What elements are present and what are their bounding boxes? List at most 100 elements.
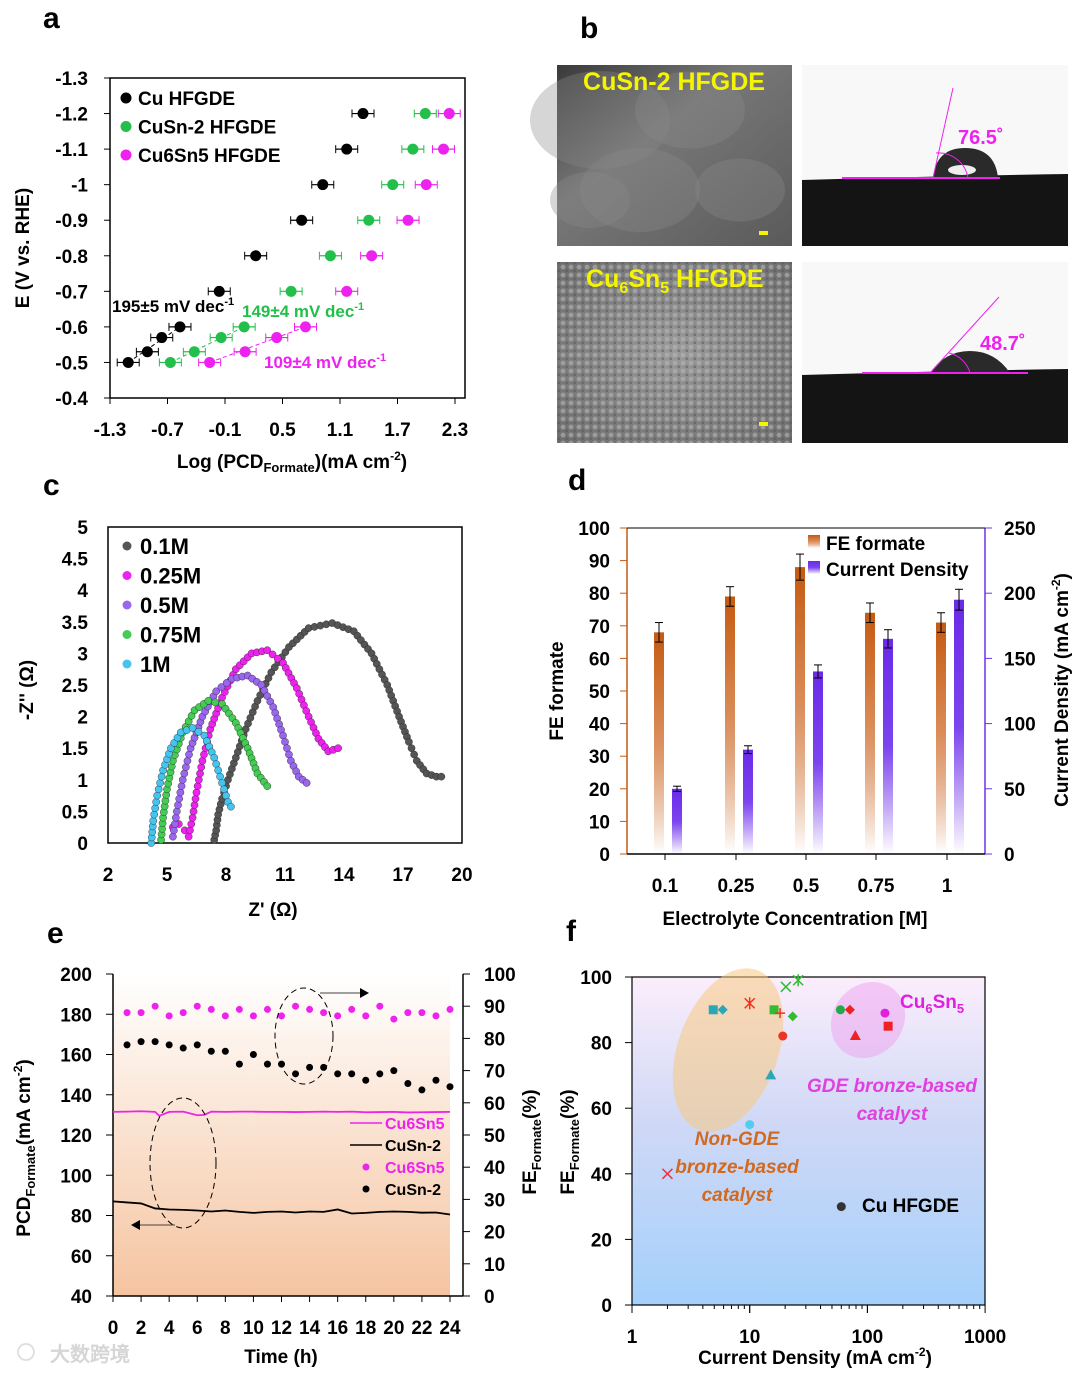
bar-current-density (813, 671, 823, 854)
nyquist-point (170, 826, 178, 835)
fe-point (306, 1063, 314, 1071)
nyquist-point (192, 788, 201, 797)
data-point (341, 143, 353, 155)
plot-area-e (113, 974, 450, 1296)
data-point (122, 356, 134, 368)
ytick-label-e: 80 (71, 1207, 92, 1228)
xtick-label-e: 6 (192, 1318, 203, 1339)
fe-point (348, 1070, 356, 1078)
nyquist-point (188, 724, 197, 732)
xlabel-a-tail: )(mA cm (315, 452, 390, 473)
legend-label: 1M (140, 652, 171, 677)
fe-point (376, 1070, 384, 1078)
sup: -2 (915, 1345, 926, 1359)
y2tick-label-e: 80 (484, 1029, 505, 1050)
y2tick-label-e: 10 (484, 1255, 505, 1276)
nyquist-point (152, 798, 160, 806)
data-point (215, 332, 227, 344)
nyquist-point (334, 744, 342, 753)
nyquist-point (216, 772, 224, 781)
data-point (213, 285, 225, 297)
nyquist-point (174, 801, 182, 809)
ytick-label-d: 10 (589, 812, 610, 833)
ytick-label-a: -1.1 (55, 140, 88, 161)
fe-point (404, 1009, 412, 1017)
grain-shape (695, 158, 785, 222)
data-point (366, 250, 378, 262)
angle-arc (935, 152, 969, 179)
legend-marker (122, 541, 132, 551)
ytick-label-e: 120 (60, 1126, 92, 1147)
y2tick-label-e: 100 (484, 965, 516, 986)
ylabel-d: FE formate (547, 641, 568, 740)
xtick-label-e: 24 (439, 1318, 461, 1339)
tangent-line (929, 296, 1000, 374)
ytick-label-a: -0.9 (55, 211, 88, 232)
nyquist-point (410, 750, 418, 759)
tafel-sup: -1 (354, 301, 364, 313)
bar-current-density (954, 599, 964, 854)
xtick-label-e: 2 (136, 1318, 147, 1339)
bar-fe-formate (936, 622, 946, 854)
ytick-label-c: 2.5 (62, 676, 89, 697)
nyquist-point (268, 650, 277, 659)
nyquist-point (281, 738, 289, 746)
ytick-label-c: 3.5 (62, 613, 89, 634)
nyquist-point (177, 782, 186, 790)
xtick-label-d: 0.5 (793, 876, 820, 897)
data-point (204, 356, 216, 368)
data-point (317, 179, 329, 191)
tafel-slope-label: 149±4 mV dec-1 (242, 301, 364, 321)
ytick-label-f: 100 (580, 968, 612, 989)
fe-point (221, 1047, 229, 1055)
xtick-label-c: 11 (275, 865, 296, 886)
pcd-line (112, 1200, 451, 1216)
tail: (%) (520, 1089, 541, 1119)
tail: HFGDE (669, 265, 763, 293)
data-point (443, 108, 455, 120)
legend-marker (120, 121, 132, 132)
tafel-slope-label: 195±5 mV dec-1 (112, 296, 234, 316)
tafel-sup: -1 (224, 296, 234, 308)
bar-fe-formate (865, 612, 875, 854)
data-point-diamond (844, 1004, 855, 1015)
ytick-label-c: 4.5 (62, 550, 89, 571)
mid: Sn (933, 992, 957, 1013)
ytick-label-e: 200 (60, 965, 92, 986)
xtick-label-e: 16 (327, 1318, 348, 1339)
nyquist-point (204, 697, 213, 705)
mid: Sn (628, 265, 660, 293)
nyquist-point (195, 776, 203, 784)
grain-shape (530, 71, 670, 169)
legend-swatch (808, 561, 820, 574)
fe-point (151, 1038, 159, 1046)
xtick-label-f: 1 (627, 1327, 638, 1348)
nyquist-point (197, 763, 206, 771)
nyquist-point (149, 817, 158, 825)
ytick-label-e: 160 (60, 1046, 92, 1067)
nyquist-point (176, 788, 185, 797)
droplet-highlight (948, 165, 976, 175)
fe-point (348, 1005, 356, 1013)
nyquist-point (220, 785, 228, 794)
data-point-x (661, 1168, 673, 1180)
xtick-label-e: 12 (271, 1318, 292, 1339)
nyquist-point (196, 769, 204, 778)
xtick-label-d: 0.75 (858, 876, 895, 897)
xtick-label-d: 0.1 (652, 876, 679, 897)
fe-point (263, 1005, 271, 1013)
legend-marker (122, 600, 132, 610)
fe-point (123, 1041, 131, 1049)
legend-label: 0.75M (140, 623, 201, 648)
fe-point (376, 1002, 384, 1010)
legend-marker (122, 659, 132, 669)
end: ) (926, 1348, 932, 1369)
angle-arc (948, 352, 971, 374)
bar-current-density (743, 749, 753, 854)
xlabel-a-sup: -2 (390, 449, 401, 463)
fe-point (249, 1051, 257, 1058)
nyquist-point (189, 807, 198, 816)
pcd-line (112, 1110, 451, 1117)
xtick-label-e: 0 (108, 1318, 119, 1339)
xtick-label-a: 1.1 (327, 420, 354, 441)
